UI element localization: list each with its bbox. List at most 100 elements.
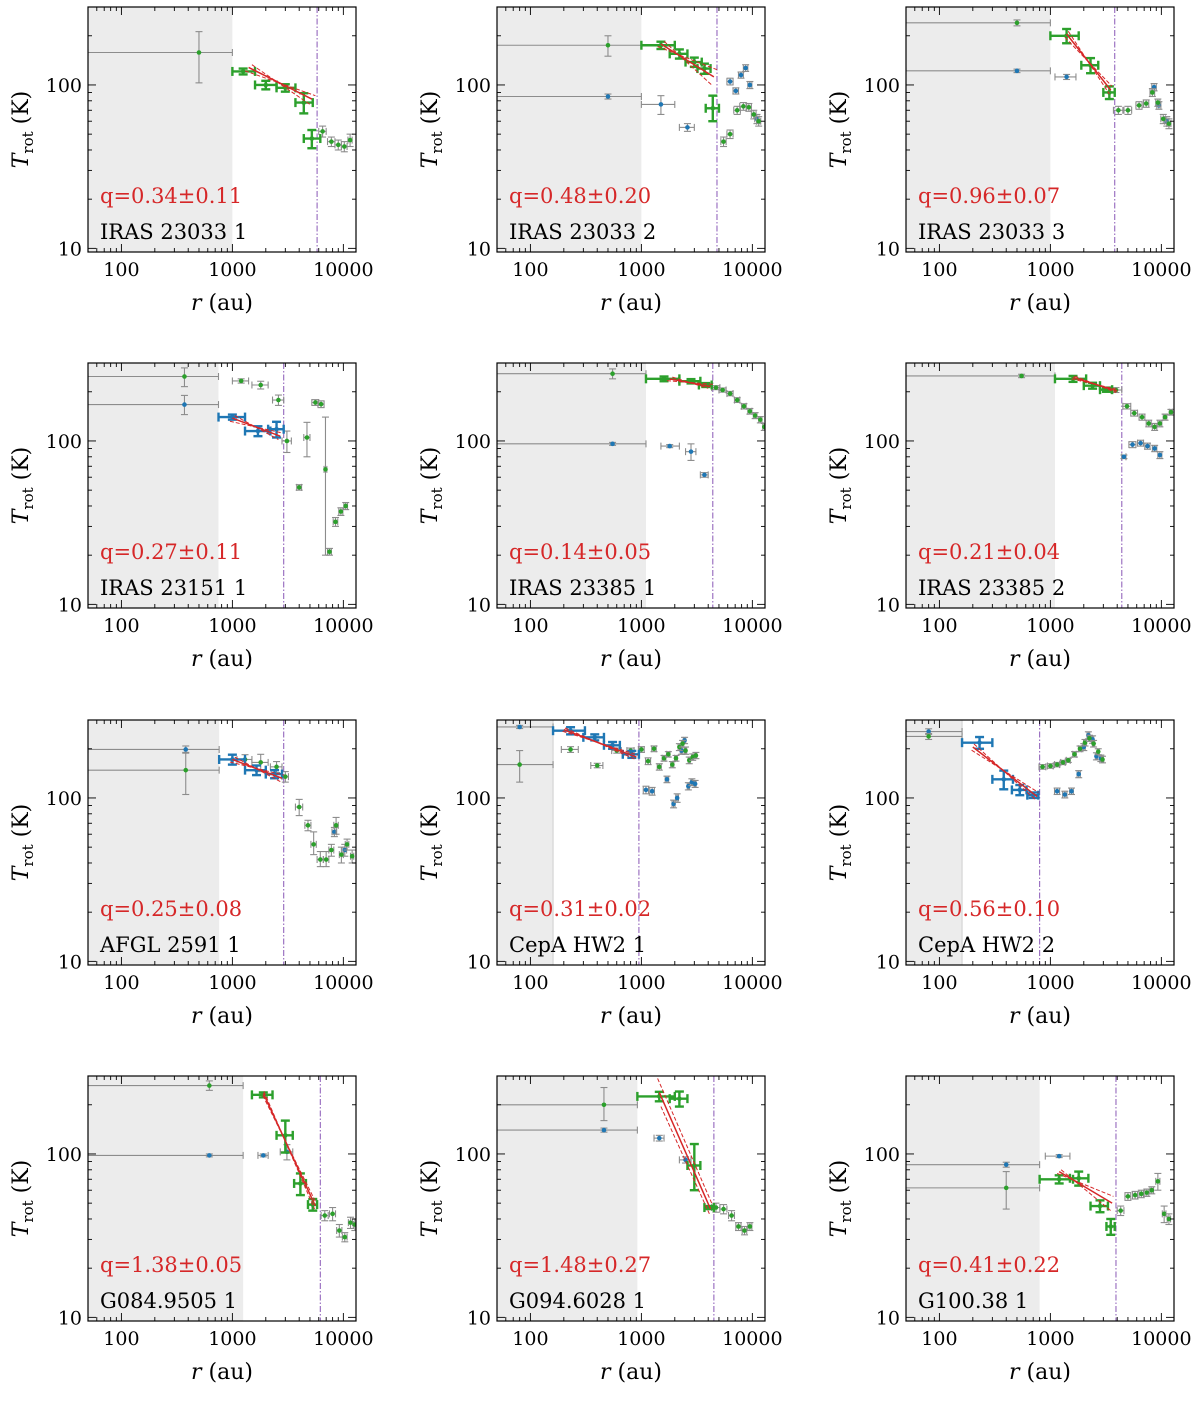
x-axis-label: r (au) bbox=[191, 291, 253, 316]
x-tick-label: 10000 bbox=[722, 972, 782, 994]
blue-data-point bbox=[1075, 770, 1083, 779]
x-tick-label: 100 bbox=[103, 259, 139, 281]
blue-fit-point bbox=[960, 735, 994, 750]
data-marker bbox=[688, 449, 694, 454]
blue-data-point bbox=[497, 440, 647, 448]
unresolved-region bbox=[88, 363, 219, 608]
data-marker bbox=[710, 105, 716, 111]
x-tick-label: 10000 bbox=[722, 1328, 782, 1350]
data-marker bbox=[727, 79, 733, 84]
panel-4: 100 1000 10000 10 100 r (au) Trot (K) q=0.27±0.… bbox=[9, 362, 374, 672]
unresolved-region bbox=[906, 7, 1051, 252]
green-data-point bbox=[325, 547, 333, 556]
data-marker bbox=[1162, 414, 1168, 420]
data-marker bbox=[1116, 107, 1121, 113]
green-data-point bbox=[906, 19, 1051, 27]
green-data-point bbox=[1124, 1192, 1132, 1201]
green-data-point bbox=[756, 416, 764, 424]
data-marker bbox=[1152, 424, 1157, 430]
data-marker bbox=[1124, 403, 1130, 409]
x-tick-label: 10000 bbox=[722, 259, 782, 281]
green-fit-point bbox=[644, 374, 681, 384]
green-data-point bbox=[590, 762, 604, 770]
data-marker bbox=[274, 764, 279, 770]
data-marker bbox=[323, 857, 329, 862]
y-tick-label: 100 bbox=[864, 75, 900, 97]
blue-fit-point bbox=[217, 412, 247, 422]
y-axis-label: Trot (K) bbox=[9, 804, 37, 882]
fit-lower-bound bbox=[1060, 1169, 1112, 1212]
data-marker bbox=[747, 408, 753, 414]
data-marker bbox=[727, 131, 733, 137]
data-marker bbox=[1048, 763, 1053, 769]
blue-data-point bbox=[497, 92, 642, 100]
panel-3: 100 1000 10000 10 100 r (au) Trot (K) q=0.96±0.… bbox=[827, 6, 1192, 316]
y-axis-label: Trot (K) bbox=[418, 804, 446, 882]
fit-result-label: q=0.56±0.10 bbox=[918, 897, 1060, 921]
data-marker bbox=[1168, 409, 1174, 415]
y-tick-label: 10 bbox=[876, 1307, 900, 1329]
fit-result-label: q=0.31±0.02 bbox=[509, 897, 651, 921]
fit-result-label: q=0.48±0.20 bbox=[509, 184, 651, 208]
x-tick-label: 1000 bbox=[617, 1328, 665, 1350]
y-axis-text: Trot (K) bbox=[827, 91, 855, 169]
x-axis-unit: (au) bbox=[611, 647, 662, 672]
green-data-point bbox=[326, 136, 336, 148]
y-axis-variable: T bbox=[418, 507, 443, 524]
green-fit-point bbox=[231, 66, 257, 76]
data-marker bbox=[720, 387, 725, 393]
data-marker bbox=[320, 129, 325, 134]
data-marker bbox=[1014, 68, 1020, 74]
data-marker bbox=[761, 424, 765, 430]
green-fit-point bbox=[250, 1090, 274, 1100]
source-name-label: AFGL 2591 1 bbox=[99, 933, 241, 957]
green-data-point bbox=[497, 750, 554, 783]
data-marker bbox=[284, 438, 290, 444]
blue-data-point bbox=[1054, 73, 1077, 81]
data-marker bbox=[713, 385, 719, 390]
data-marker bbox=[734, 397, 740, 403]
data-marker bbox=[183, 767, 189, 773]
data-marker bbox=[702, 472, 707, 478]
x-tick-label: 10000 bbox=[1131, 259, 1191, 281]
green-data-point bbox=[334, 139, 342, 151]
green-data-point bbox=[1116, 1205, 1125, 1217]
data-marker bbox=[752, 413, 758, 418]
data-marker bbox=[1072, 752, 1077, 757]
blue-data-point bbox=[1128, 441, 1137, 449]
data-marker bbox=[283, 1133, 288, 1138]
data-marker bbox=[261, 1153, 266, 1158]
blue-fit-point bbox=[217, 753, 247, 766]
source-name-label: G100.38 1 bbox=[918, 1289, 1028, 1313]
y-axis-unit: (K) bbox=[827, 91, 852, 132]
green-data-point bbox=[1064, 756, 1072, 764]
fit-result-label: q=0.21±0.04 bbox=[918, 540, 1060, 564]
source-name-label: IRAS 23151 1 bbox=[100, 576, 247, 600]
data-marker bbox=[1100, 757, 1105, 762]
data-marker bbox=[601, 1102, 607, 1108]
x-axis-variable: r bbox=[191, 1004, 203, 1029]
green-fit-point bbox=[684, 56, 703, 69]
unresolved-region bbox=[906, 720, 963, 965]
green-data-point bbox=[733, 396, 741, 404]
x-axis-label: r (au) bbox=[600, 647, 662, 672]
green-data-point bbox=[650, 745, 658, 753]
source-name-label: CepA HW2 2 bbox=[918, 933, 1055, 957]
data-marker bbox=[517, 762, 522, 767]
data-marker bbox=[342, 144, 347, 149]
unresolved-region bbox=[88, 1076, 244, 1321]
blue-fit-point bbox=[1026, 790, 1040, 800]
x-axis-unit: (au) bbox=[202, 647, 253, 672]
green-data-point bbox=[755, 116, 763, 127]
y-axis-unit: (K) bbox=[827, 447, 852, 488]
blue-data-point bbox=[1151, 444, 1159, 453]
green-data-point bbox=[1131, 1190, 1139, 1200]
green-data-point bbox=[321, 416, 329, 556]
fit-lower-bound bbox=[973, 743, 1037, 801]
data-marker bbox=[1118, 1208, 1123, 1213]
data-marker bbox=[1003, 1185, 1009, 1191]
green-data-point bbox=[88, 751, 220, 796]
x-tick-label: 1000 bbox=[208, 259, 256, 281]
y-tick-label: 10 bbox=[876, 238, 900, 260]
y-tick-label: 100 bbox=[46, 788, 82, 810]
